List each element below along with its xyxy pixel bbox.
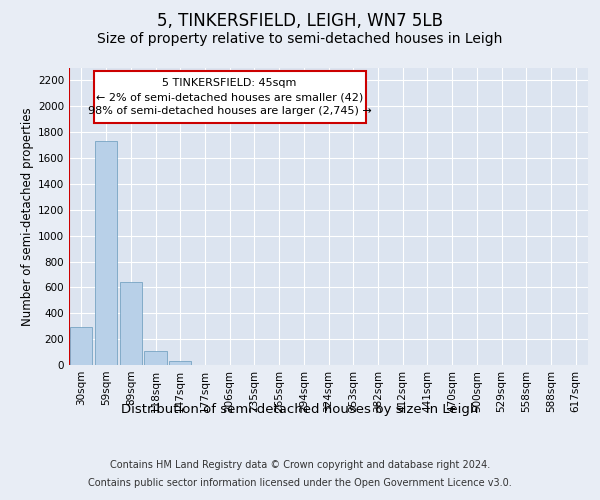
FancyBboxPatch shape (94, 72, 365, 123)
Bar (119, 282, 142, 365)
Text: Distribution of semi-detached houses by size in Leigh: Distribution of semi-detached houses by … (121, 402, 479, 415)
Text: 5, TINKERSFIELD, LEIGH, WN7 5LB: 5, TINKERSFIELD, LEIGH, WN7 5LB (157, 12, 443, 30)
Bar (70, 327, 92, 365)
Text: Contains public sector information licensed under the Open Government Licence v3: Contains public sector information licen… (88, 478, 512, 488)
Bar (145, 351, 167, 365)
Text: Size of property relative to semi-detached houses in Leigh: Size of property relative to semi-detach… (97, 32, 503, 46)
Y-axis label: Number of semi-detached properties: Number of semi-detached properties (21, 107, 34, 326)
Bar (95, 141, 117, 365)
Text: Contains HM Land Registry data © Crown copyright and database right 2024.: Contains HM Land Registry data © Crown c… (110, 460, 490, 470)
Bar (169, 361, 191, 365)
Text: 5 TINKERSFIELD: 45sqm
← 2% of semi-detached houses are smaller (42)
98% of semi-: 5 TINKERSFIELD: 45sqm ← 2% of semi-detac… (88, 78, 371, 116)
